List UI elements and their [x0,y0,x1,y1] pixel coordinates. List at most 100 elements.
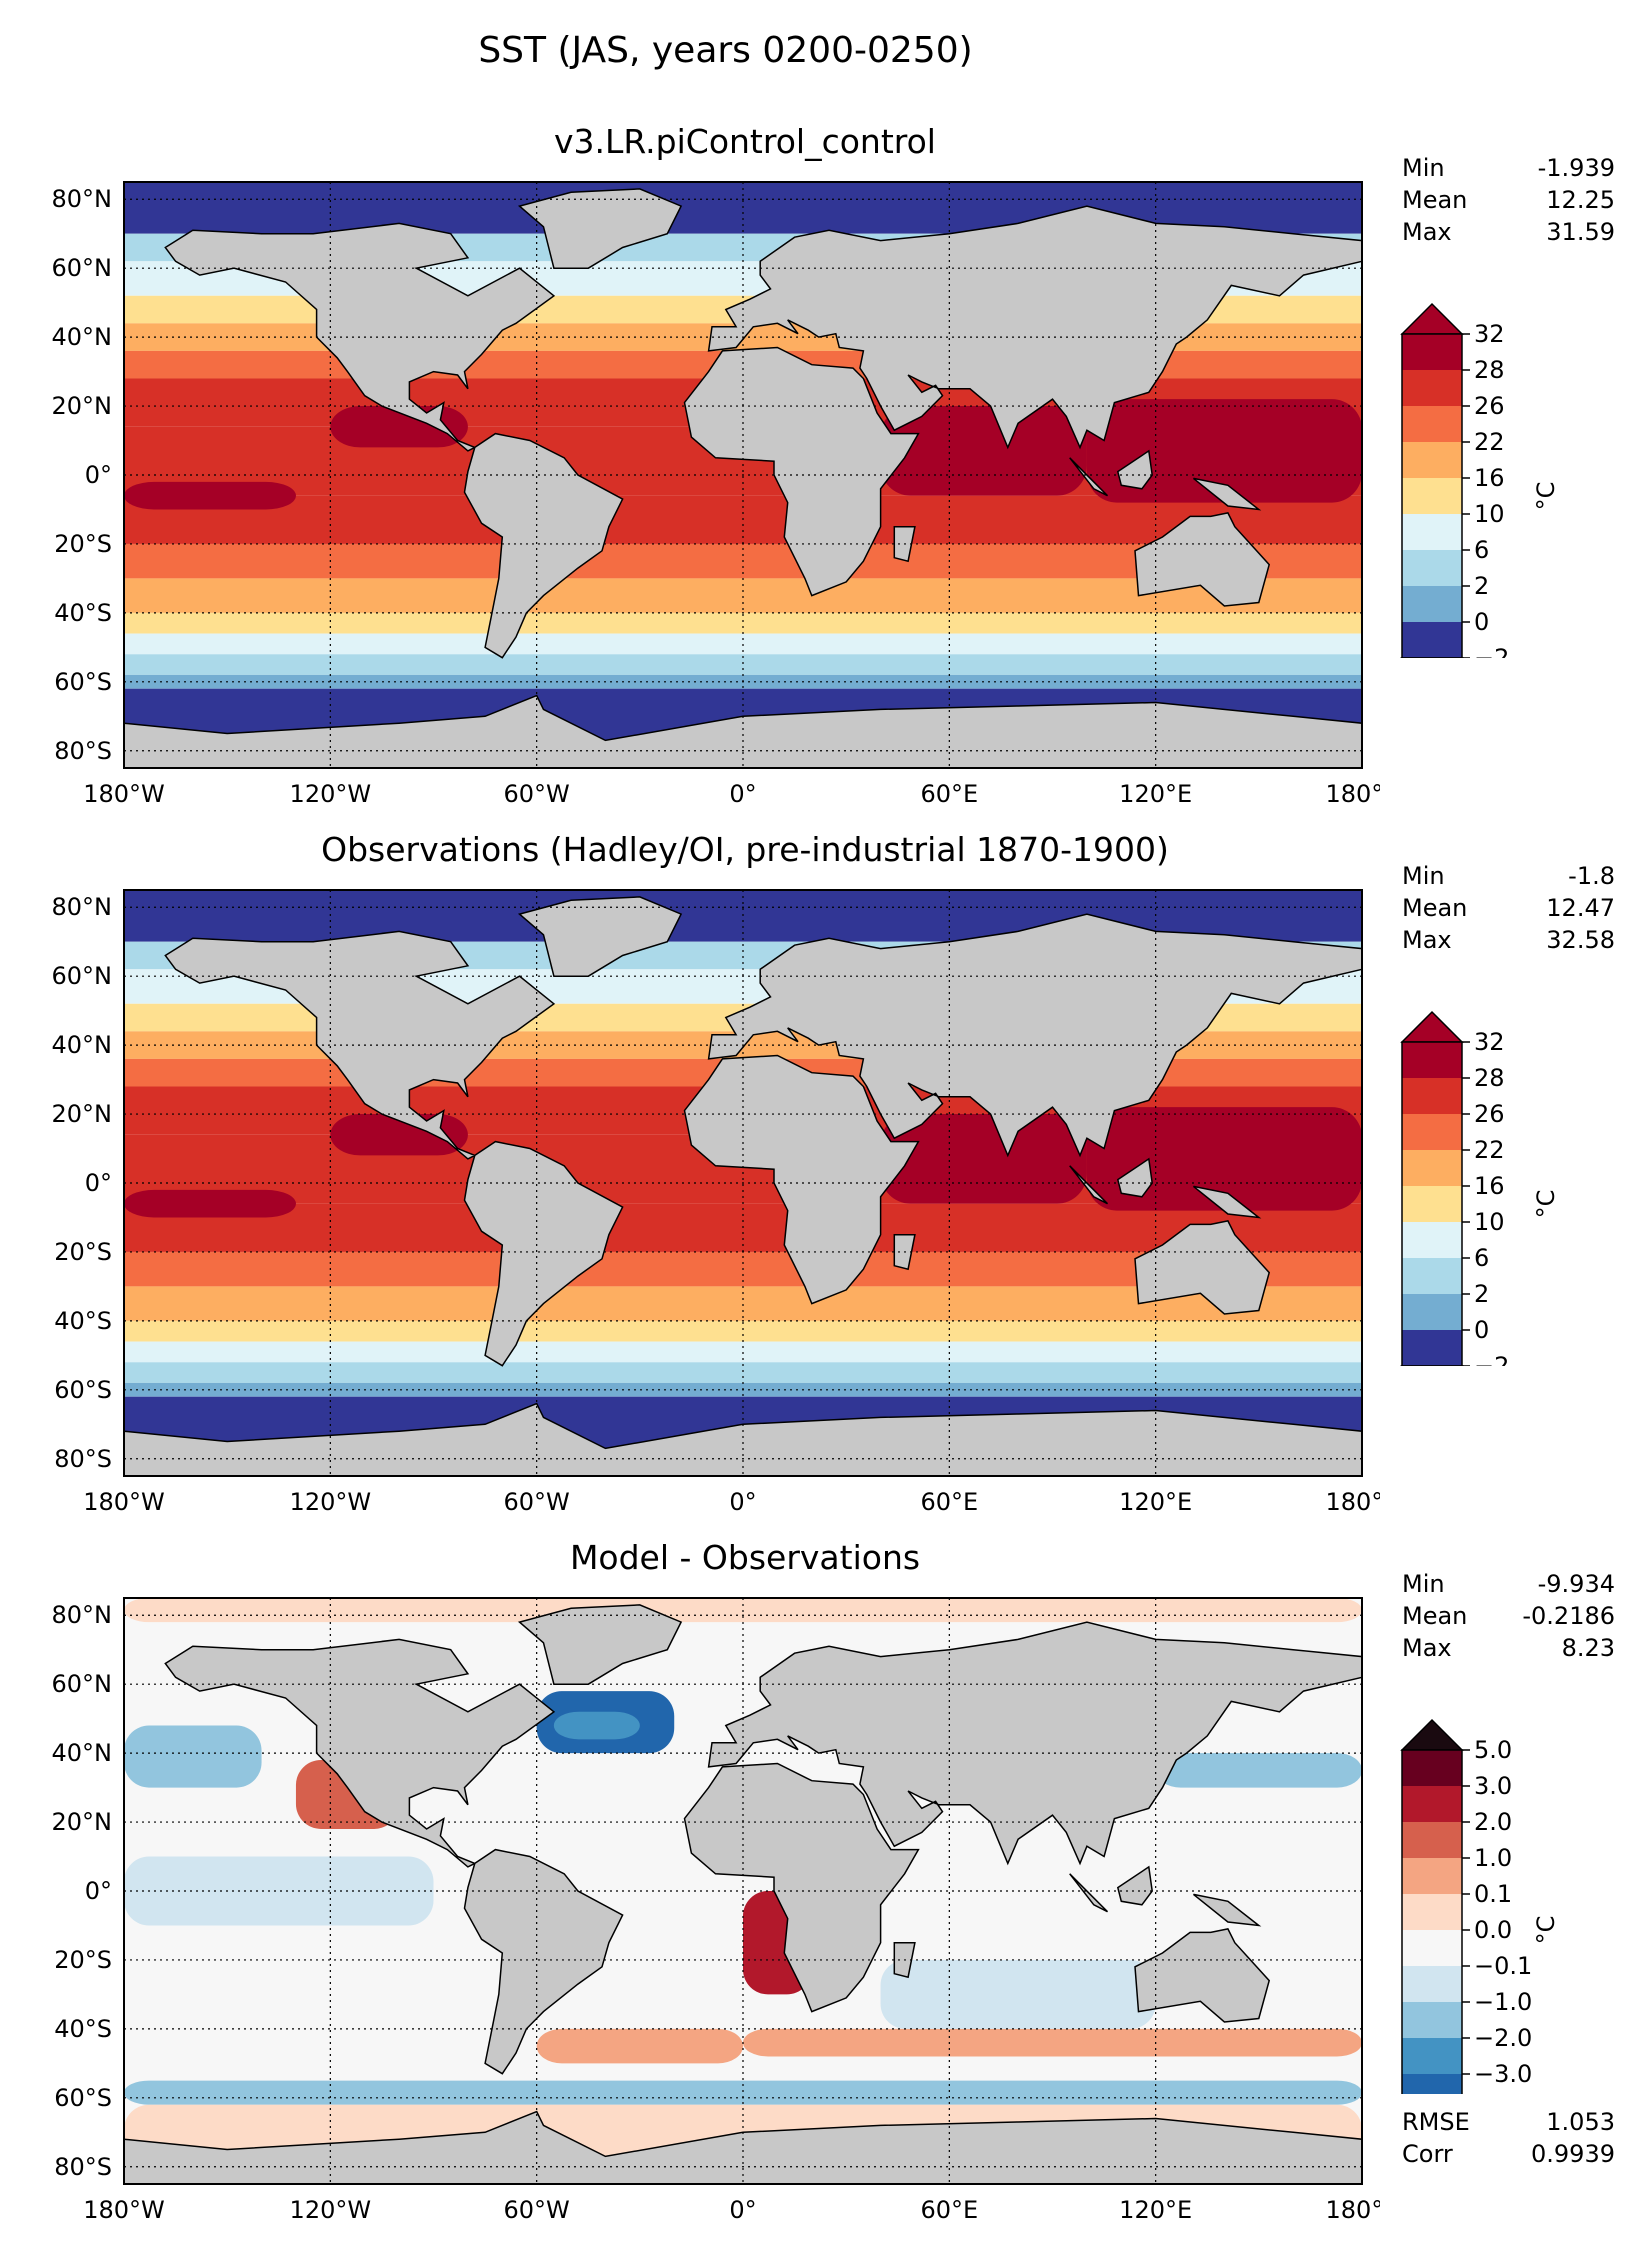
colorbar-segment [1402,2002,1462,2038]
panel-3-map: 80°N 60°N 40°N 20°N 0° 20°S 40°S 60°S 80°S 180°W 1… [52,1597,1380,2224]
colorbar-segment [1402,1966,1462,2002]
colorbar-tick-label: 2 [1474,1280,1489,1308]
panel-3-colorbar: 5.03.02.01.00.10.0−0.1−1.0−2.0−3.0−5.0°C [1400,1718,1560,2094]
colorbar-tick-label: 16 [1474,464,1505,492]
warm-pool [880,1114,1087,1204]
colorbar-tick-label: 0 [1474,608,1489,636]
colorbar-unit-label: °C [1532,1916,1560,1945]
lat-tick-label: 0° [85,461,112,489]
lat-tick-label: 60°N [52,254,113,282]
lon-tick-label: 60°W [504,780,570,808]
land-mass [1134,1928,1271,2023]
sst-band [124,1320,1362,1342]
colorbar-segment [1402,514,1462,550]
figure-title: SST (JAS, years 0200-0250) [478,30,973,71]
lat-tick-label: 80°S [54,1445,112,1473]
panel-3-stats: Min -9.934 Mean -0.2186 Max 8.23 [1402,1568,1615,1664]
colorbar-extend-top [1400,1718,1464,1751]
colorbar-tick-label: −2 [1474,644,1509,658]
lon-tick-label: 180°E [1326,1488,1380,1516]
bias-region [1155,1753,1362,1788]
lon-tick-label: 180°E [1326,780,1380,808]
land-mass [517,896,683,977]
lat-tick-label: 40°S [54,2015,112,2043]
land-mass [1116,1865,1153,1906]
colorbar-segment [1402,1258,1462,1294]
lon-tick-label: 60°E [920,1488,978,1516]
colorbar-tick-label: 5.0 [1474,1736,1512,1764]
colorbar-segment [1402,1930,1462,1966]
lat-tick-label: 80°N [52,1601,113,1629]
panel-1-title: v3.LR.piControl_control [554,122,936,161]
land-mass [707,1621,1363,1866]
colorbar-segment [1402,1330,1462,1366]
colorbar-segment [1402,442,1462,478]
sst-band [124,633,1362,655]
lat-tick-label: 0° [85,1169,112,1197]
colorbar-tick-label: 32 [1474,320,1505,348]
lat-tick-label: 20°N [52,1100,113,1128]
land-mass [683,1762,920,2013]
warm-pool [880,406,1087,496]
panel-2-colorbar: 32 28 26 22 16 10 6 2 0 −2 °C [1400,1010,1560,1366]
lon-tick-label: 0° [729,1488,756,1516]
colorbar-segment [1402,1222,1462,1258]
colorbar-tick-label: 2.0 [1474,1808,1512,1836]
lat-tick-label: 60°N [52,1670,113,1698]
lat-tick-label: 60°N [52,962,113,990]
stat-max: Max 31.59 [1402,218,1615,246]
land-mass [683,346,920,597]
lon-tick-label: 0° [729,2196,756,2224]
lat-tick-label: 60°S [54,668,112,696]
lat-tick-label: 60°S [54,2084,112,2112]
land-mass [1134,1220,1271,1315]
land-mass [683,1054,920,1305]
lon-tick-label: 120°E [1119,2196,1192,2224]
colorbar-tick-label: 6 [1474,1244,1489,1272]
stat-corr: Corr 0.9939 [1402,2140,1615,2168]
lat-tick-label: 40°S [54,1307,112,1335]
colorbar-frame [1401,333,1463,658]
colorbar-unit-label: °C [1532,1190,1560,1219]
sst-band [124,654,1362,675]
lon-tick-label: 60°W [504,1488,570,1516]
lat-tick-label: 20°S [54,1946,112,1974]
lon-tick-label: 60°E [920,2196,978,2224]
stat-mean: Mean 12.25 [1402,186,1615,214]
bias-region [536,2028,743,2064]
colorbar-segment [1402,1786,1462,1822]
map-frame [123,181,1363,769]
bias-region [124,1725,262,1788]
lon-tick-label: 60°W [504,2196,570,2224]
lon-tick-label: 120°W [290,1488,372,1516]
land-mass [517,188,683,269]
colorbar-tick-label: −2 [1474,1352,1509,1366]
bias-region [880,1959,1156,2029]
lat-tick-label: 20°N [52,392,113,420]
lon-tick-label: 180°W [83,2196,165,2224]
colorbar-segment [1402,406,1462,442]
stat-max: Max 32.58 [1402,926,1615,954]
warm-pool [124,1189,296,1218]
lat-tick-label: 20°S [54,530,112,558]
colorbar-tick-label: 32 [1474,1028,1505,1056]
stat-min: Min -1.939 [1402,154,1615,182]
colorbar-tick-label: −2.0 [1474,2024,1532,2052]
colorbar-segment [1402,1894,1462,1930]
lat-tick-label: 0° [85,1877,112,1905]
bias-region [124,2080,1362,2105]
colorbar-segment [1402,1858,1462,1894]
land-mass [1193,477,1262,511]
lon-tick-label: 180°W [83,1488,165,1516]
land-mass [1116,449,1153,490]
colorbar-tick-label: 0.0 [1474,1916,1512,1944]
colorbar-tick-label: 3.0 [1474,1772,1512,1800]
warm-pool [124,481,296,510]
colorbar-tick-label: 26 [1474,392,1505,420]
colorbar-segment [1402,370,1462,406]
bias-region [553,1711,640,1740]
land-mass [707,913,1363,1158]
land-mass [1069,457,1109,497]
stat-min: Min -9.934 [1402,1570,1615,1598]
colorbar-tick-label: −0.1 [1474,1952,1532,1980]
